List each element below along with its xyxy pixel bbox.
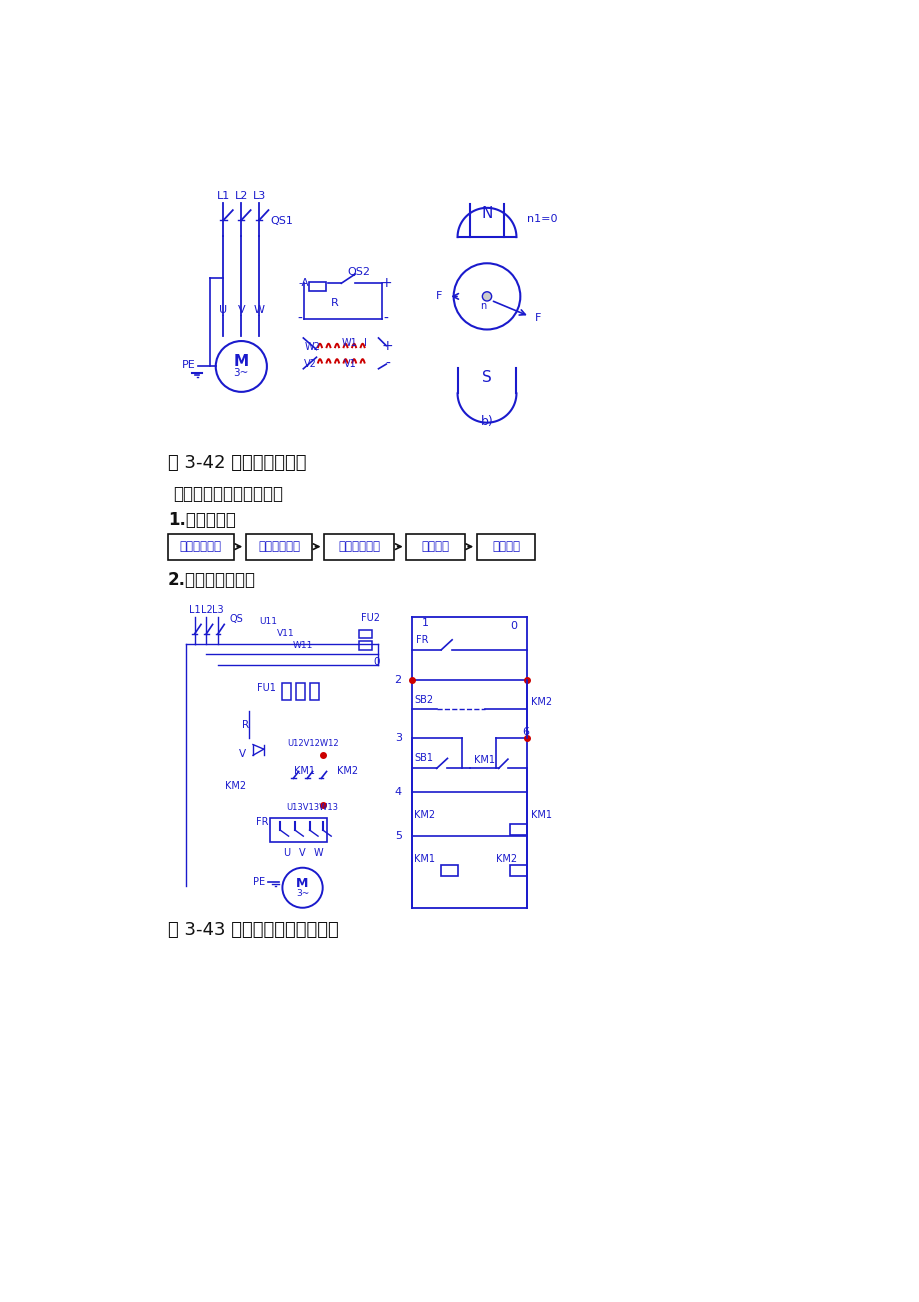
Text: 1: 1 bbox=[422, 618, 429, 628]
Text: L2: L2 bbox=[200, 605, 212, 615]
Text: 3~: 3~ bbox=[296, 889, 309, 897]
Text: 图 3-43 手动能耗制动控制线路: 图 3-43 手动能耗制动控制线路 bbox=[167, 921, 338, 939]
Bar bbox=[358, 642, 371, 650]
Bar bbox=[281, 684, 290, 700]
Text: N: N bbox=[481, 207, 493, 221]
Text: KM2: KM2 bbox=[530, 697, 551, 707]
Text: M: M bbox=[233, 354, 249, 370]
Text: KM2: KM2 bbox=[224, 781, 245, 792]
Text: 按下启动按钮: 按下启动按钮 bbox=[257, 540, 300, 553]
Text: L2: L2 bbox=[234, 191, 248, 201]
Bar bbox=[406, 534, 464, 560]
Bar bbox=[245, 534, 312, 560]
Text: KM2: KM2 bbox=[495, 854, 516, 865]
Text: 电机制动: 电机制动 bbox=[421, 540, 449, 553]
Text: V: V bbox=[299, 848, 305, 858]
Text: L3: L3 bbox=[252, 191, 266, 201]
Text: n1=0: n1=0 bbox=[527, 215, 557, 224]
Text: +: + bbox=[381, 339, 393, 353]
Text: FU2: FU2 bbox=[361, 613, 380, 624]
Text: 0: 0 bbox=[509, 621, 516, 631]
Text: V: V bbox=[239, 749, 246, 759]
Text: +: + bbox=[380, 276, 391, 290]
Text: 按下停止按钮: 按下停止按钮 bbox=[338, 540, 380, 553]
Text: W1: W1 bbox=[342, 339, 357, 349]
Text: 制动结束: 制动结束 bbox=[492, 540, 519, 553]
Text: 3: 3 bbox=[394, 733, 402, 743]
Bar bbox=[309, 684, 319, 700]
Text: FR: FR bbox=[255, 818, 268, 827]
Text: R: R bbox=[330, 298, 338, 309]
Text: 图 3-42 能耗制动原理图: 图 3-42 能耗制动原理图 bbox=[167, 453, 306, 471]
Text: U: U bbox=[283, 848, 290, 858]
Bar bbox=[323, 534, 393, 560]
Bar bbox=[358, 630, 371, 638]
Text: 6: 6 bbox=[522, 728, 528, 737]
Text: （二）能耗制动工作原理: （二）能耗制动工作原理 bbox=[173, 484, 283, 503]
Bar bbox=[167, 534, 233, 560]
Text: 2.电路原理图设计: 2.电路原理图设计 bbox=[167, 570, 255, 589]
Bar bbox=[269, 819, 327, 841]
Text: U13V13W13: U13V13W13 bbox=[287, 803, 338, 812]
Text: KM1: KM1 bbox=[414, 854, 435, 865]
Text: QS2: QS2 bbox=[347, 267, 370, 277]
Text: R: R bbox=[242, 720, 248, 729]
Text: FU1: FU1 bbox=[256, 682, 275, 693]
Text: -A: -A bbox=[298, 279, 308, 288]
Text: L1: L1 bbox=[188, 605, 200, 615]
Text: KM2: KM2 bbox=[336, 766, 357, 776]
Text: F: F bbox=[535, 312, 541, 323]
Text: W: W bbox=[254, 305, 265, 315]
Circle shape bbox=[482, 292, 491, 301]
Text: V1: V1 bbox=[343, 359, 356, 370]
Text: 4: 4 bbox=[394, 788, 402, 797]
Text: FR: FR bbox=[415, 635, 427, 644]
Text: SB2: SB2 bbox=[414, 695, 433, 704]
Text: KM2: KM2 bbox=[414, 810, 435, 820]
Text: V: V bbox=[237, 305, 244, 315]
Text: QS: QS bbox=[230, 615, 244, 624]
Text: -: - bbox=[383, 311, 388, 326]
Text: KM1: KM1 bbox=[473, 755, 494, 764]
Text: M: M bbox=[296, 876, 309, 889]
Text: 0: 0 bbox=[373, 658, 380, 667]
Bar bbox=[295, 684, 304, 700]
Text: L1: L1 bbox=[217, 191, 230, 201]
Text: PE: PE bbox=[253, 876, 265, 887]
Text: W2: W2 bbox=[304, 342, 320, 353]
Text: 3~: 3~ bbox=[233, 367, 249, 378]
Text: W: W bbox=[312, 848, 323, 858]
Text: QS1: QS1 bbox=[269, 216, 292, 227]
Text: b): b) bbox=[480, 415, 493, 428]
Bar bbox=[441, 866, 458, 876]
Text: W11: W11 bbox=[293, 641, 313, 650]
Text: V2: V2 bbox=[303, 359, 316, 370]
Text: L3: L3 bbox=[212, 605, 223, 615]
Text: n: n bbox=[480, 301, 486, 311]
Text: U12V12W12: U12V12W12 bbox=[287, 740, 338, 749]
Text: 2: 2 bbox=[394, 674, 402, 685]
Text: 合上电源开关: 合上电源开关 bbox=[179, 540, 221, 553]
Text: I: I bbox=[364, 339, 367, 349]
Text: -: - bbox=[297, 311, 301, 326]
Text: -: - bbox=[385, 357, 390, 371]
Text: V11: V11 bbox=[277, 629, 294, 638]
Text: 1.动作流程图: 1.动作流程图 bbox=[167, 510, 235, 529]
Text: SB1: SB1 bbox=[414, 754, 433, 763]
Text: U: U bbox=[220, 305, 227, 315]
Bar bbox=[476, 534, 535, 560]
Text: U11: U11 bbox=[259, 617, 278, 626]
Bar bbox=[510, 866, 527, 876]
Text: PE: PE bbox=[182, 359, 196, 370]
Text: 5: 5 bbox=[394, 831, 402, 841]
Bar bbox=[309, 281, 325, 290]
Text: KM1: KM1 bbox=[530, 810, 551, 820]
Text: KM1: KM1 bbox=[293, 766, 314, 776]
Text: S: S bbox=[482, 371, 492, 385]
Bar bbox=[510, 824, 527, 835]
Text: F: F bbox=[436, 292, 441, 301]
